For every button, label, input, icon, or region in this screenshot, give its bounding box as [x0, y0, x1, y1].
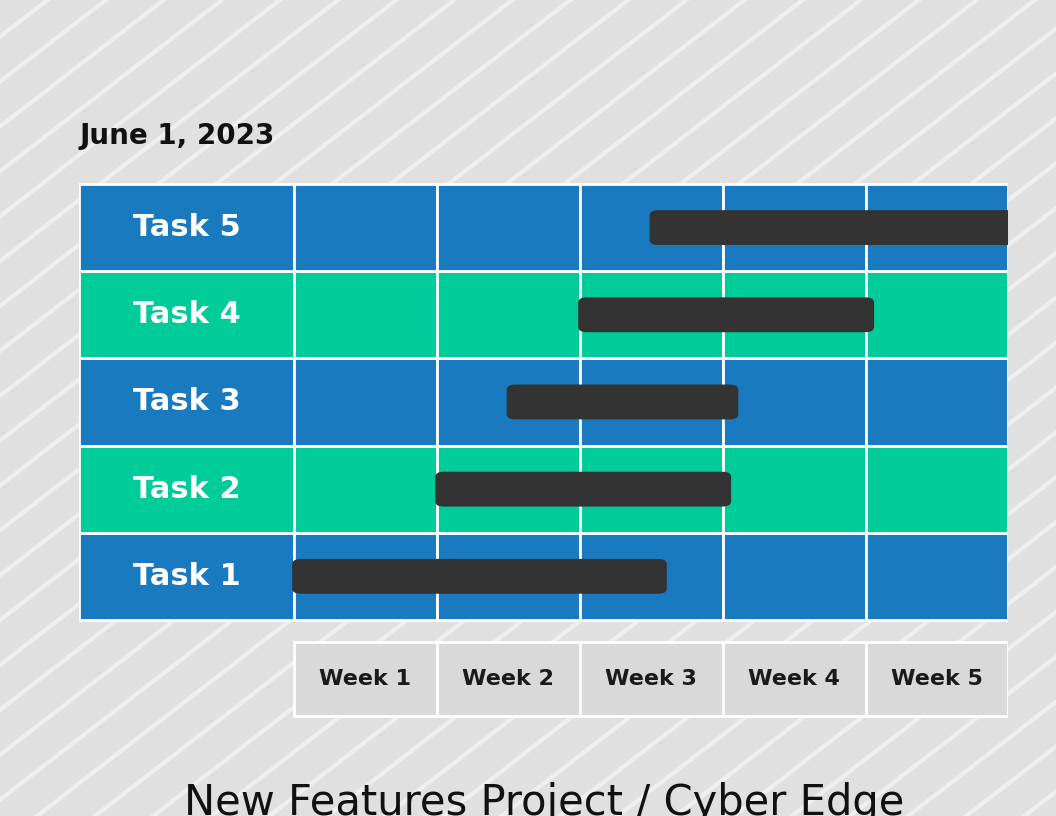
Bar	[722, 184, 866, 271]
Bar	[580, 184, 722, 271]
Bar	[580, 446, 722, 533]
Bar	[580, 358, 722, 446]
Bar	[436, 184, 580, 271]
Bar	[79, 184, 294, 271]
Text: Week 4: Week 4	[748, 669, 840, 689]
Text: Week 1: Week 1	[319, 669, 411, 689]
Bar	[294, 358, 436, 446]
FancyBboxPatch shape	[293, 559, 666, 594]
FancyBboxPatch shape	[649, 211, 1017, 245]
FancyBboxPatch shape	[507, 384, 738, 419]
Text: June 1, 2023: June 1, 2023	[79, 122, 275, 150]
Bar	[866, 184, 1008, 271]
Text: Week 3: Week 3	[605, 669, 697, 689]
Bar	[866, 533, 1008, 620]
Bar	[294, 641, 1008, 716]
Bar	[436, 358, 580, 446]
FancyBboxPatch shape	[578, 297, 874, 332]
Text: New Features Project / Cyber Edge: New Features Project / Cyber Edge	[184, 782, 904, 816]
Bar	[79, 533, 294, 620]
Bar	[294, 533, 436, 620]
Bar	[294, 271, 436, 358]
Text: Week 2: Week 2	[463, 669, 554, 689]
Bar	[436, 271, 580, 358]
Text: Task 5: Task 5	[133, 213, 241, 242]
Bar	[79, 446, 294, 533]
Bar	[294, 446, 436, 533]
Bar	[79, 271, 294, 358]
Bar	[79, 358, 294, 446]
Bar	[722, 446, 866, 533]
Bar	[436, 446, 580, 533]
Text: Task 3: Task 3	[133, 388, 240, 416]
Bar	[436, 533, 580, 620]
Bar	[294, 184, 436, 271]
Text: Week 5: Week 5	[891, 669, 983, 689]
Text: Task 2: Task 2	[133, 475, 240, 503]
Bar	[580, 533, 722, 620]
Bar	[866, 446, 1008, 533]
Bar	[722, 358, 866, 446]
Bar	[580, 271, 722, 358]
Bar	[722, 271, 866, 358]
Bar	[866, 358, 1008, 446]
Text: Task 4: Task 4	[133, 300, 241, 330]
FancyBboxPatch shape	[435, 472, 731, 507]
Text: Task 1: Task 1	[133, 562, 241, 591]
Bar	[866, 271, 1008, 358]
Bar	[722, 533, 866, 620]
